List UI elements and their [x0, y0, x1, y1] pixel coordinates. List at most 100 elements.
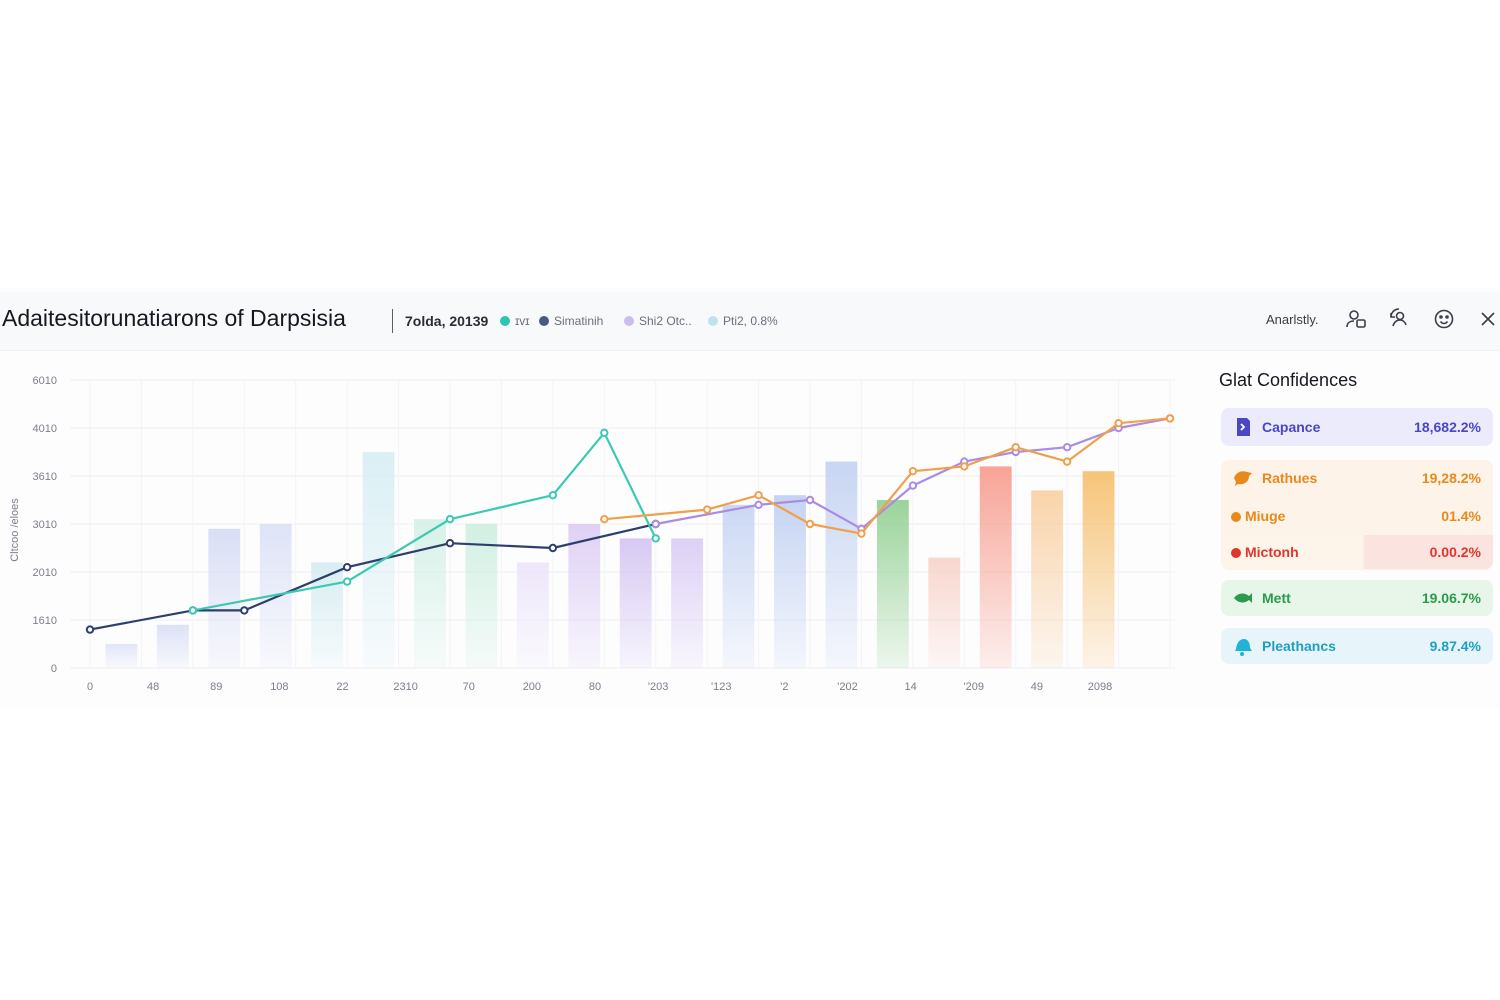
data-point [805, 495, 815, 505]
chart-bar [311, 562, 344, 668]
chart-bar [156, 624, 189, 668]
y-tick-label: 1610 [33, 615, 57, 627]
analytics-link[interactable]: Anarlstly. [1266, 312, 1319, 327]
legend-dot [708, 316, 718, 326]
confidence-card[interactable]: Rathues 19,28.2% Miuge 01.4% Mictonh 0.0… [1221, 460, 1493, 570]
x-tick-label: 70 [463, 681, 475, 693]
data-point [805, 519, 815, 529]
confidence-card[interactable]: Capance 18,682.2% [1221, 408, 1493, 446]
status-dot [1231, 512, 1241, 522]
close-icon[interactable] [1476, 307, 1500, 331]
data-point [85, 625, 95, 634]
data-point [600, 428, 609, 438]
legend-label: Pti2, 0.8% [723, 314, 778, 328]
confidence-value: 0.00.2% [1429, 544, 1481, 560]
data-point [908, 481, 918, 490]
legend-item[interactable]: Pti2, 0.8% [708, 314, 778, 328]
legend-label: Simatinih [554, 314, 604, 328]
legend-label: ɪvɪ [515, 314, 530, 328]
data-point [754, 491, 763, 500]
chart-bar [979, 466, 1012, 668]
confidence-row[interactable]: Mictonh 0.00.2% [1221, 535, 1493, 569]
chart-bar [876, 500, 909, 668]
legend-dot [539, 316, 549, 326]
series-line [192, 431, 657, 612]
map-marker-icon [1231, 415, 1255, 439]
confidence-value: 01.4% [1441, 508, 1481, 524]
user-settings-icon[interactable] [1344, 307, 1368, 331]
data-point [960, 462, 969, 471]
bird-icon [1231, 466, 1255, 490]
x-tick-label: 14 [905, 681, 917, 693]
confidence-card[interactable]: Pleathancs 9.87.4% [1221, 628, 1493, 664]
confidence-row[interactable]: Capance 18,682.2% [1221, 410, 1493, 444]
legend-dot [500, 316, 510, 326]
chart-bar [1082, 471, 1115, 668]
y-tick-label: 3010 [33, 519, 57, 531]
x-tick-label: 2310 [393, 681, 417, 693]
title-divider [392, 309, 393, 333]
chart-bar [825, 461, 858, 668]
legend-item[interactable]: Simatinih [539, 314, 603, 328]
confidence-row[interactable]: Pleathancs 9.87.4% [1221, 629, 1493, 663]
confidence-card[interactable]: Mett 19.06.7% [1221, 580, 1493, 616]
chart-bar [671, 538, 704, 668]
chart-bar [619, 538, 652, 668]
x-tick-label: 80 [589, 681, 601, 693]
x-tick-label: '209 [964, 681, 984, 693]
chart-area: 6010 4010 3610 3010 2010 1610 0 Cltcoo /eloes 0 4… [9, 375, 1175, 693]
chart-bar [465, 524, 498, 668]
data-point [1165, 414, 1175, 423]
data-point [445, 515, 455, 524]
data-point [548, 543, 558, 553]
x-tick-label: 89 [210, 681, 222, 693]
y-tick-label: 6010 [33, 375, 57, 387]
confidence-row[interactable]: Mett 19.06.7% [1221, 581, 1493, 615]
confidence-row[interactable]: Miuge 01.4% [1221, 499, 1493, 533]
x-tick-label: '202 [837, 681, 857, 693]
data-point [240, 606, 249, 615]
legend-dot [624, 316, 634, 326]
data-point [600, 515, 609, 524]
x-tick-label: 22 [336, 681, 348, 693]
emoji-icon[interactable] [1432, 307, 1456, 331]
y-tick-label: 2010 [33, 567, 57, 579]
y-tick-label: 4010 [33, 423, 57, 435]
legend-label: Shi2 Otc.. [639, 314, 692, 328]
confidence-value: 9.87.4% [1429, 638, 1481, 654]
confidence-name: Miuge [1245, 508, 1286, 524]
chart-bar [1031, 490, 1064, 668]
confidence-row[interactable]: Rathues 19,28.2% [1221, 461, 1493, 495]
chart-bar [414, 519, 446, 668]
chart-bar [208, 528, 241, 668]
x-tick-label: 0 [87, 681, 93, 693]
data-point [651, 519, 660, 529]
chart-bar [568, 524, 601, 668]
y-tick-label: 3610 [33, 471, 57, 483]
status-dot [1231, 548, 1241, 558]
data-point [445, 539, 455, 548]
data-point [188, 606, 198, 615]
x-tick-label: 48 [147, 681, 159, 693]
legend-item[interactable]: Shi2 Otc.. [624, 314, 692, 328]
chart-bar [516, 562, 549, 668]
chart-bar [722, 504, 755, 668]
data-point [1062, 443, 1072, 452]
date-label: 7olda, 20139 [405, 313, 489, 329]
x-tick-label: 200 [523, 681, 541, 693]
chart-bar [774, 495, 806, 668]
data-point [342, 577, 352, 586]
data-point [651, 534, 660, 543]
bell-icon [1231, 634, 1255, 658]
data-point [754, 500, 763, 510]
y-tick-label: 0 [51, 663, 57, 675]
refresh-user-icon[interactable] [1387, 307, 1411, 331]
fish-icon [1231, 586, 1255, 610]
data-point [548, 491, 558, 500]
confidence-value: 19.06.7% [1421, 590, 1481, 606]
x-tick-label: '203 [648, 681, 668, 693]
x-tick-label: 108 [270, 681, 288, 693]
series-line [655, 417, 1171, 530]
legend-item[interactable]: ɪvɪ [500, 314, 530, 328]
y-axis-label: Cltcoo /eloes [9, 498, 21, 562]
